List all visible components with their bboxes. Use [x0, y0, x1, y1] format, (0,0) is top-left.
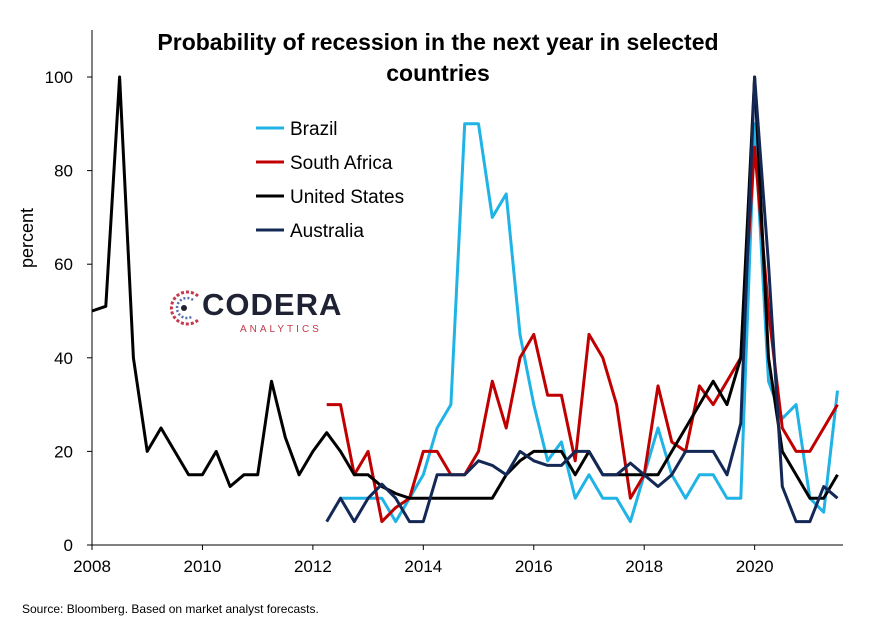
y-tick-label: 100	[45, 68, 73, 87]
x-tick-label: 2008	[73, 557, 111, 576]
y-tick-label: 20	[54, 442, 73, 461]
series-lines	[91, 75, 839, 524]
series-line-south-africa	[326, 145, 839, 524]
x-tick-label: 2010	[184, 557, 222, 576]
legend-label: South Africa	[290, 153, 393, 174]
y-tick-label: 80	[54, 162, 73, 181]
axes: 0 20 40 60 80 100 2008 2010 2012 2014 2016 2018 2020	[45, 30, 843, 576]
x-tick-label: 2016	[515, 557, 553, 576]
x-tick-label: 2020	[736, 557, 774, 576]
legend-label: Brazil	[290, 119, 338, 140]
chart-title: Probability of recession in the next yea…	[157, 29, 718, 86]
y-tick-label: 40	[54, 349, 73, 368]
y-tick-label: 60	[54, 255, 73, 274]
logo-word: CODERA	[202, 287, 343, 322]
legend-label: Australia	[290, 221, 364, 242]
legend: Brazil South Africa United States Australia	[256, 119, 404, 242]
y-tick-label: 0	[64, 536, 73, 555]
x-tick-label: 2014	[404, 557, 442, 576]
series-line-australia	[325, 75, 839, 524]
chart-title-line-1: Probability of recession in the next yea…	[157, 29, 718, 55]
x-tick-label: 2012	[294, 557, 332, 576]
legend-label: United States	[290, 187, 404, 208]
chart-title-line-2: countries	[386, 60, 490, 86]
x-tick-label: 2018	[625, 557, 663, 576]
codera-logo-mark-icon	[169, 290, 199, 326]
y-axis-label: percent	[17, 208, 37, 268]
series-line-brazil	[340, 122, 839, 524]
source-note: Source: Bloomberg. Based on market analy…	[22, 602, 319, 616]
logo-subtitle: ANALYTICS	[240, 324, 322, 335]
series-line-united-states	[91, 75, 839, 500]
codera-logo: CODERA ANALYTICS	[166, 286, 341, 342]
